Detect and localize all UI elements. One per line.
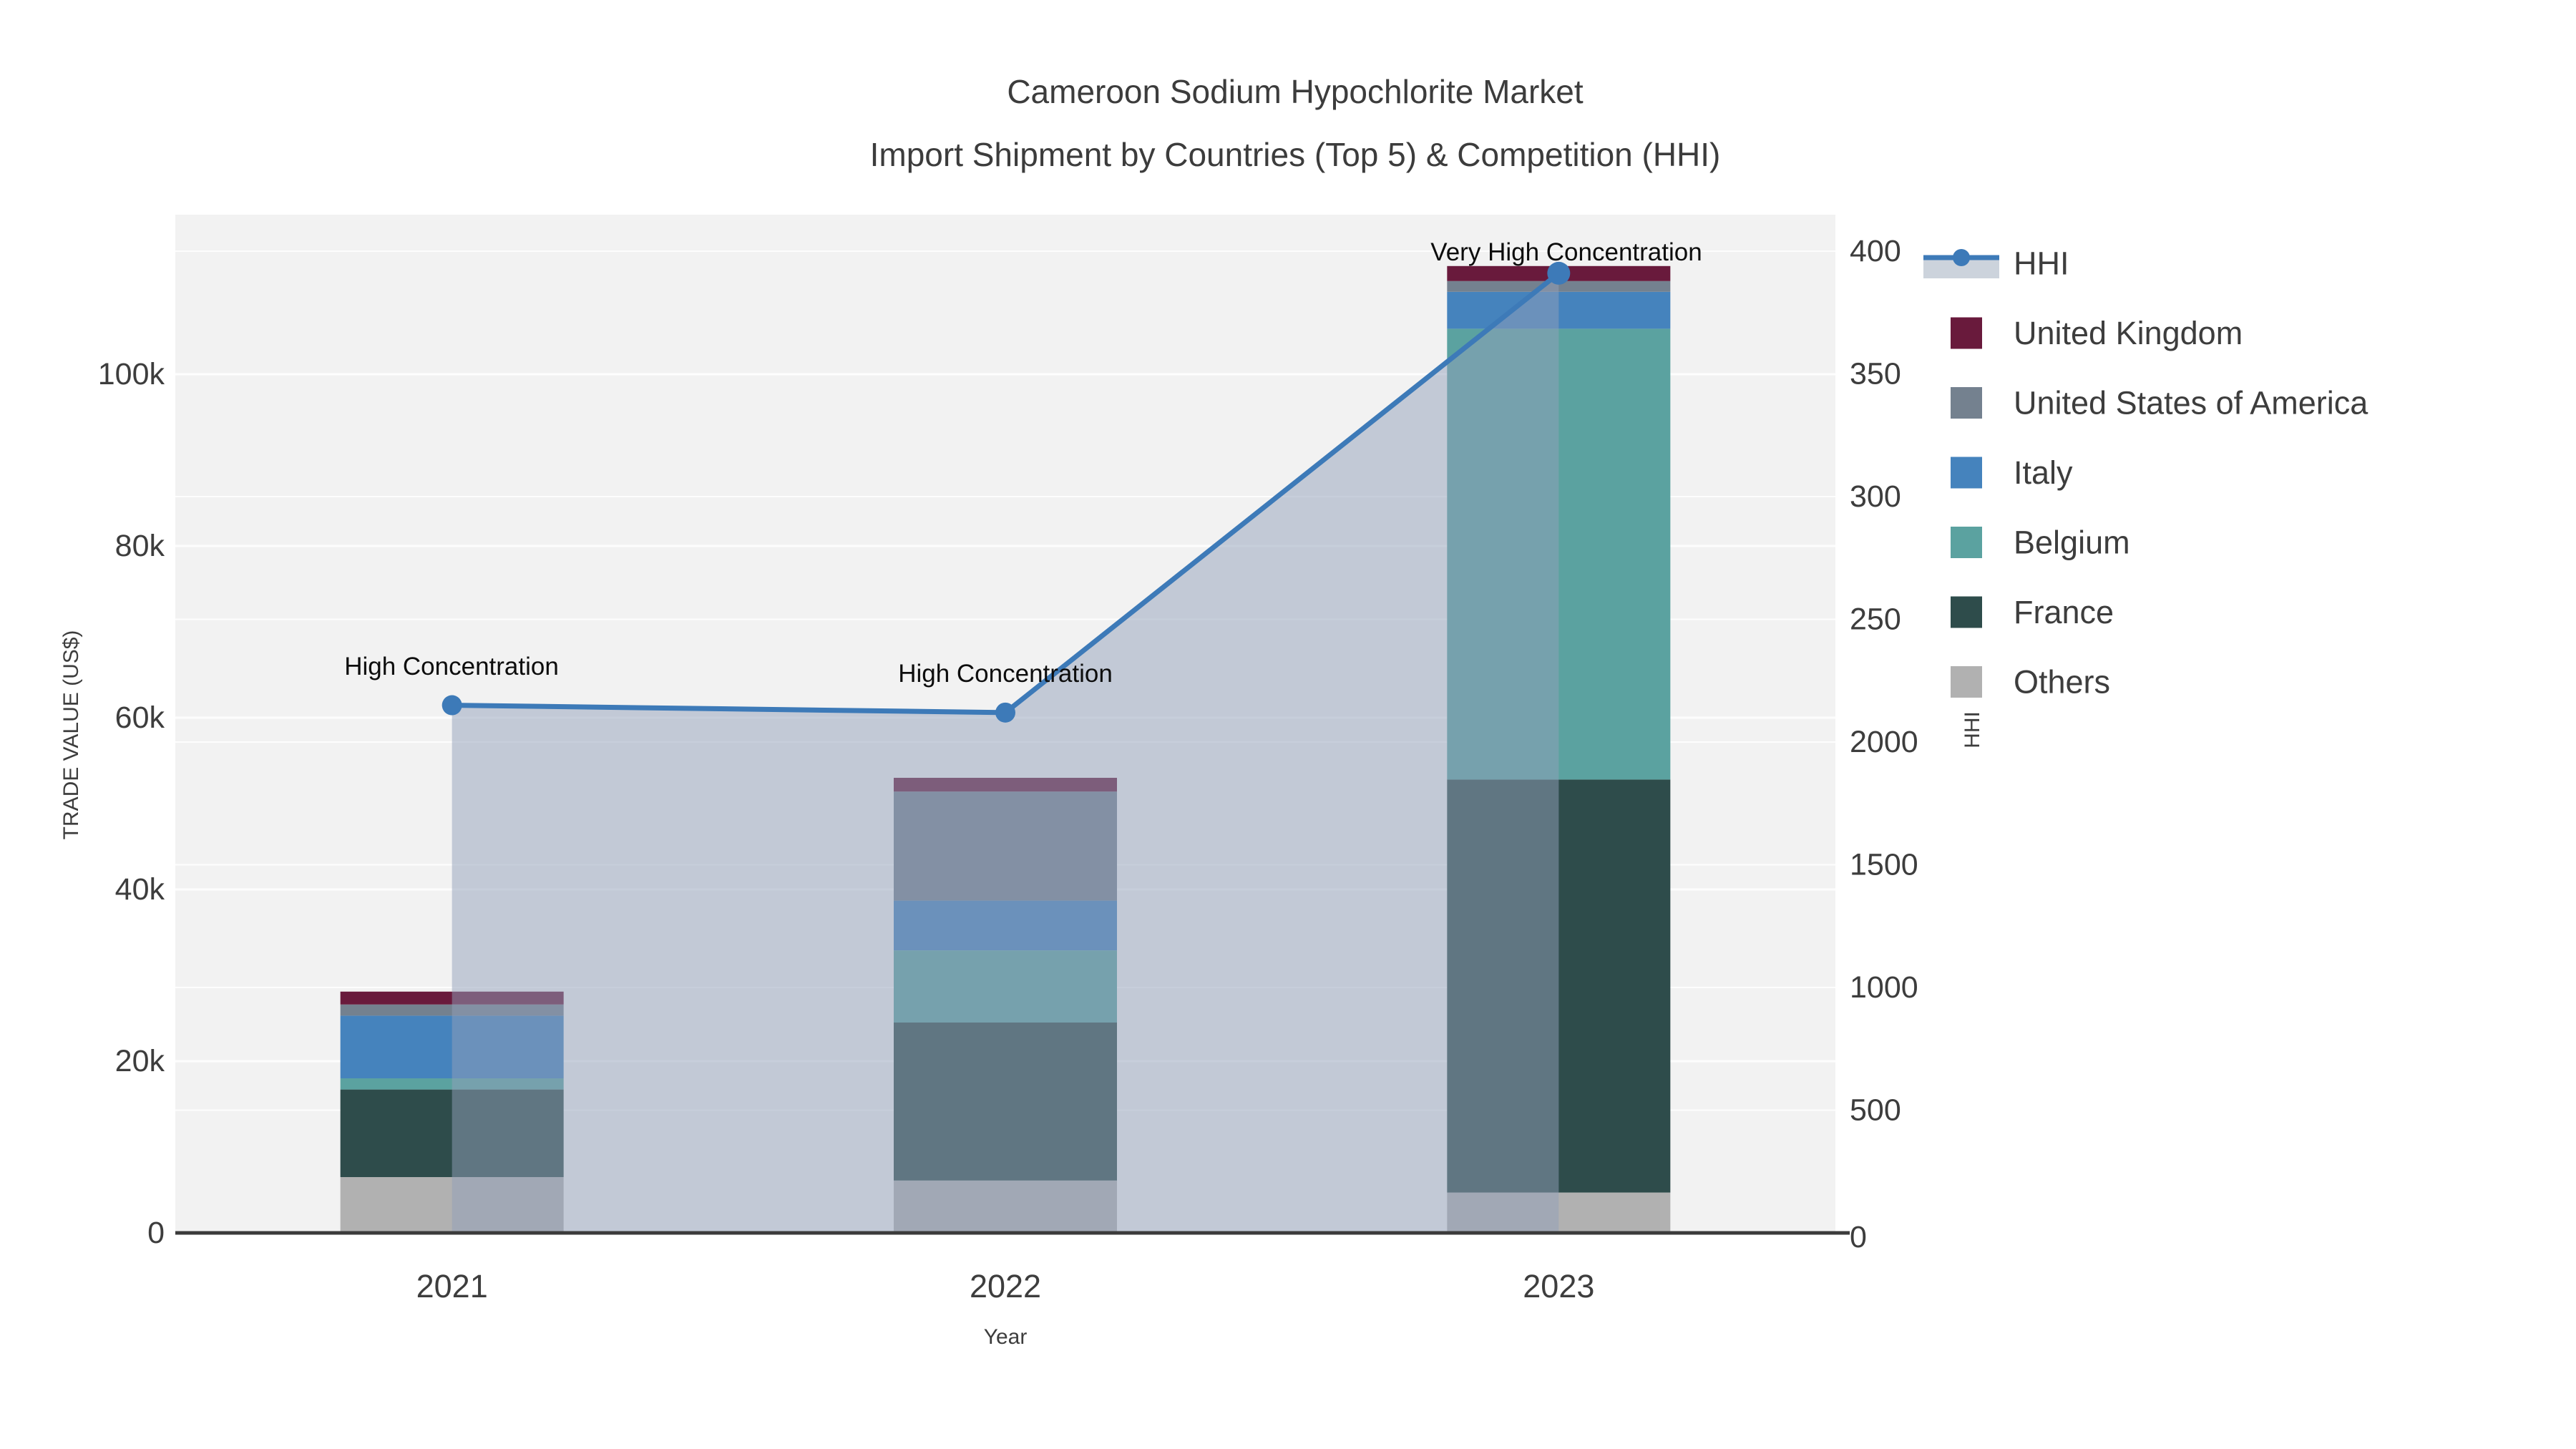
right-axis-tick: 0 — [1850, 1220, 1867, 1254]
legend-item-france[interactable]: France — [1951, 594, 2114, 630]
right-axis-title: HHI — [1961, 711, 1984, 748]
annotation-2023: Very High Concentration — [1430, 238, 1702, 266]
legend-label: Belgium — [2014, 525, 2130, 561]
bar-segment-united-states-of-america-2023 — [1447, 280, 1671, 292]
x-axis-tick-2021: 2021 — [416, 1268, 488, 1304]
annotation-2021: High Concentration — [344, 653, 559, 680]
legend-label: United States of America — [2014, 385, 2368, 421]
legend-swatch-icon — [1951, 387, 1982, 419]
right-axis-tick: 2000 — [1850, 725, 1918, 759]
left-axis-tick: 100k — [98, 357, 165, 391]
legend-swatch-icon — [1951, 317, 1982, 349]
legend-item-united-kingdom[interactable]: United Kingdom — [1951, 315, 2243, 351]
bar-segment-italy-2023 — [1447, 291, 1671, 329]
legend-item-hhi[interactable]: HHI — [1923, 245, 2069, 282]
left-axis-tick: 40k — [115, 872, 165, 907]
right-axis-tick: 500 — [1850, 1093, 1901, 1128]
legend-swatch-icon — [1951, 596, 1982, 628]
hhi-area-fill — [452, 273, 1559, 1233]
legend-swatch-icon — [1951, 666, 1982, 698]
legend-label: Italy — [2014, 454, 2073, 491]
legend-label: HHI — [2014, 245, 2069, 282]
left-axis-tick: 60k — [115, 701, 165, 735]
left-axis-tick: 20k — [115, 1044, 165, 1078]
legend-swatch-icon — [1951, 457, 1982, 489]
legend-label: Others — [2014, 664, 2110, 701]
legend-label: France — [2014, 594, 2114, 630]
legend-item-united-states-of-america[interactable]: United States of America — [1951, 385, 2368, 421]
left-axis-tick: 0 — [147, 1216, 165, 1250]
chart-title-line-1: Cameroon Sodium Hypochlorite Market — [1007, 73, 1584, 110]
left-axis-tick: 80k — [115, 529, 165, 563]
hhi-marker-2021 — [441, 695, 462, 716]
right-axis-tick: 250 — [1850, 602, 1901, 637]
hhi-marker-2022 — [995, 702, 1015, 723]
right-axis-tick: 350 — [1850, 357, 1901, 391]
right-axis-tick: 400 — [1850, 234, 1901, 268]
hhi-marker-2023 — [1547, 261, 1571, 285]
x-axis-title: Year — [983, 1325, 1028, 1349]
legend-item-others[interactable]: Others — [1951, 664, 2110, 701]
legend-item-italy[interactable]: Italy — [1951, 454, 2073, 491]
right-axis-tick: 1500 — [1850, 848, 1918, 882]
legend-item-belgium[interactable]: Belgium — [1951, 525, 2130, 561]
legend-label: United Kingdom — [2014, 315, 2243, 351]
legend-hhi-marker-icon — [1953, 249, 1970, 266]
right-axis-tick: 1000 — [1850, 970, 1918, 1005]
legend-swatch-icon — [1951, 527, 1982, 558]
x-axis-tick-2023: 2023 — [1523, 1268, 1594, 1304]
right-axis-tick: 300 — [1850, 479, 1901, 514]
chart-title-line-2: Import Shipment by Countries (Top 5) & C… — [869, 136, 1721, 173]
annotation-2022: High Concentration — [898, 660, 1113, 688]
x-axis-tick-2022: 2022 — [970, 1268, 1041, 1304]
left-axis-title: TRADE VALUE (US$) — [59, 630, 83, 840]
